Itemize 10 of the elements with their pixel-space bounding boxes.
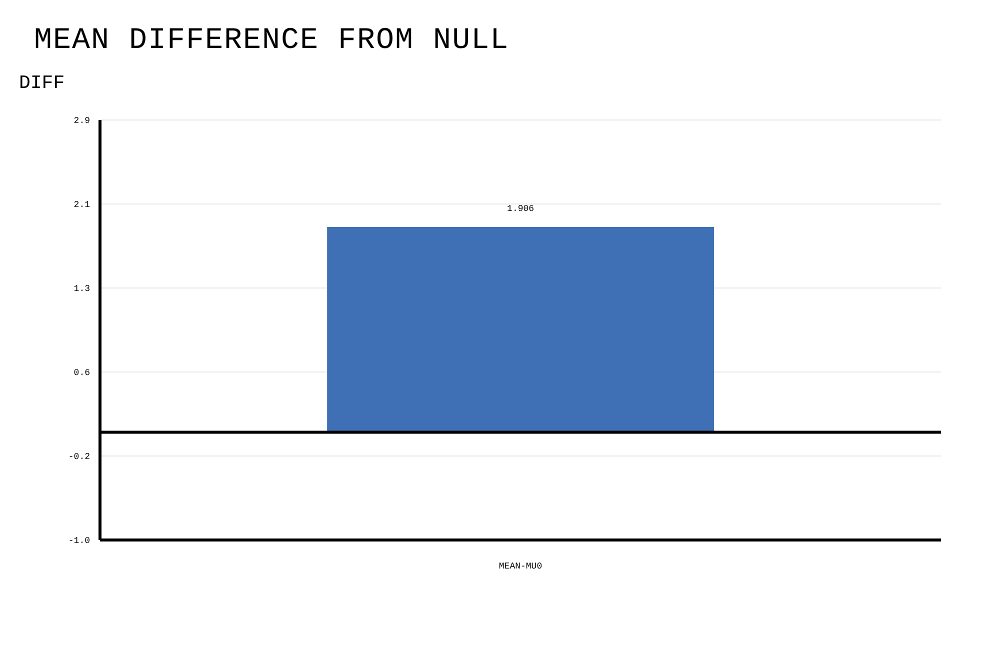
x-tick-label: MEAN-MU0: [498, 561, 542, 572]
y-axis-title: DIFF: [19, 72, 65, 94]
y-tick-label: -1.0: [68, 536, 90, 546]
y-tick-label: 2.9: [74, 116, 90, 126]
y-tick-label: 0.6: [74, 368, 90, 378]
data-label: 1.906: [507, 204, 534, 214]
chart-title: MEAN DIFFERENCE FROM NULL: [34, 24, 510, 58]
y-tick-label: 1.3: [74, 284, 90, 294]
y-tick-label: -0.2: [68, 452, 90, 462]
y-tick-label: 2.1: [74, 200, 90, 210]
